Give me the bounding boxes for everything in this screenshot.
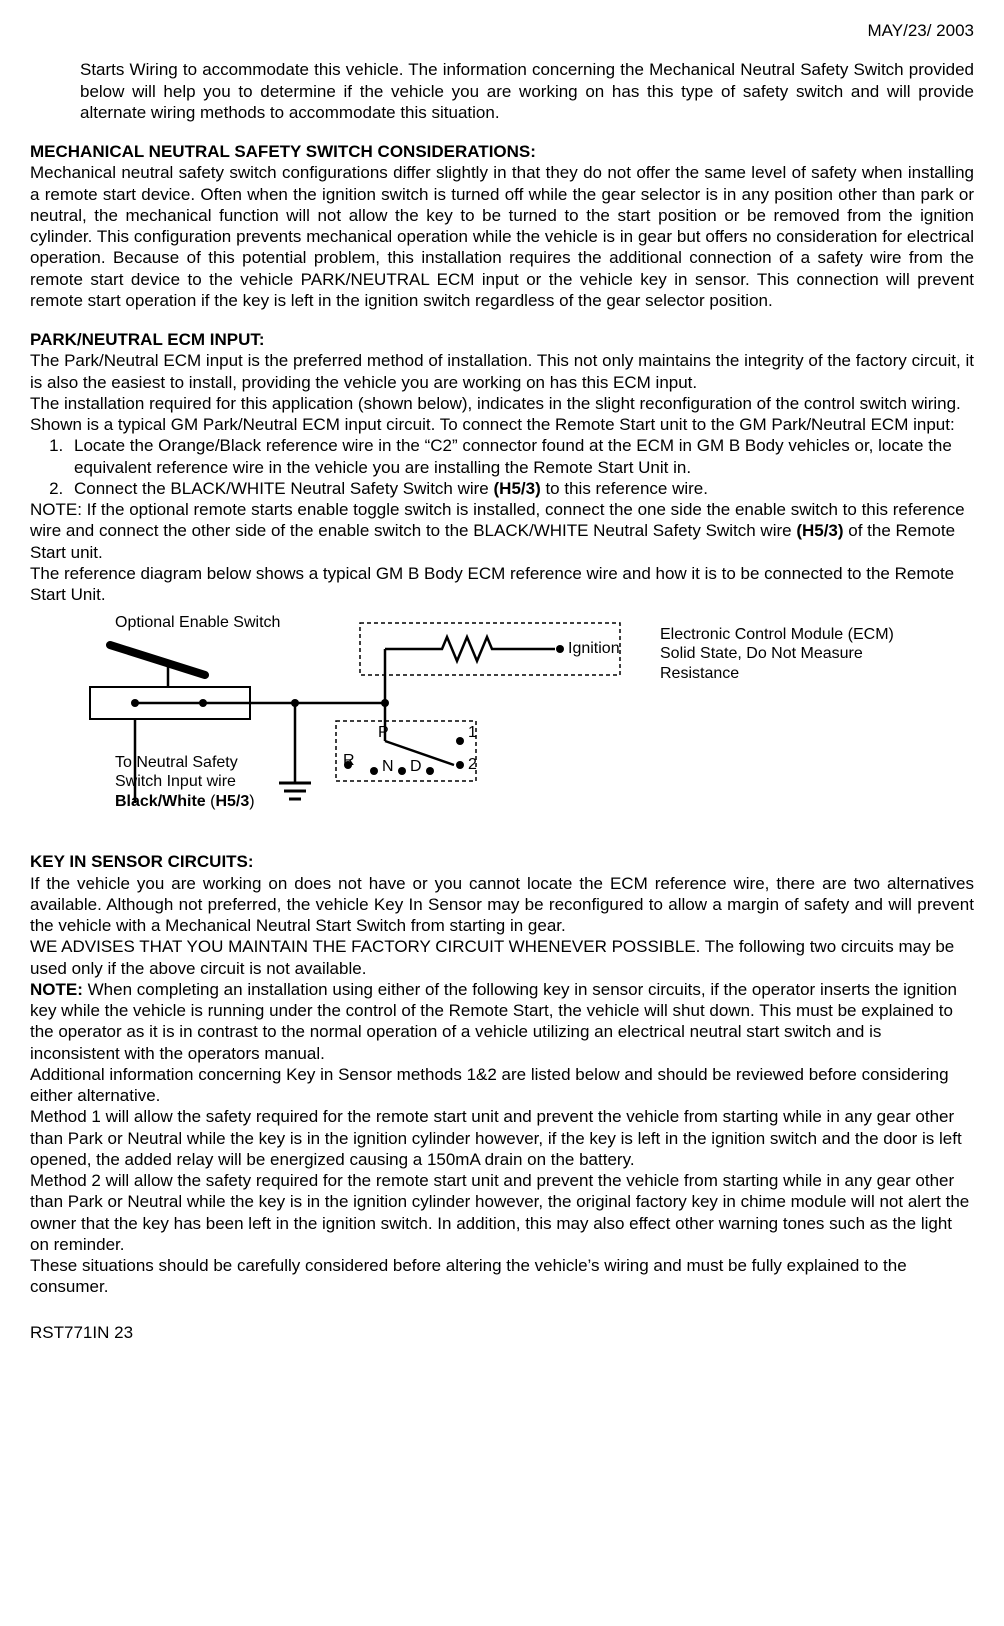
neutral-l3-close: ): [249, 793, 254, 810]
footer-left: RST771IN: [30, 1323, 109, 1342]
note3-body: When completing an installation using ei…: [30, 980, 957, 1063]
footer-page-number: 23: [114, 1323, 133, 1342]
neutral-l1: To Neutral Safety: [115, 754, 238, 771]
neutral-l2: Switch Input wire: [115, 773, 236, 790]
section1-body: Mechanical neutral safety switch configu…: [30, 162, 974, 311]
header-date: MAY/23/ 2003: [30, 20, 974, 41]
section2-note: NOTE: If the optional remote starts enab…: [30, 499, 974, 563]
ecm-l2: Solid State, Do Not Measure: [660, 645, 863, 662]
gear-p: P: [378, 723, 389, 742]
label-optional-switch: Optional Enable Switch: [115, 613, 280, 632]
gear-1: 1: [468, 723, 477, 742]
step2-pre: Connect the BLACK/WHITE Neutral Safety S…: [74, 479, 494, 498]
gear-r: R: [343, 751, 355, 770]
section3-p1: If the vehicle you are working on does n…: [30, 873, 974, 937]
step-2: Connect the BLACK/WHITE Neutral Safety S…: [68, 478, 974, 499]
neutral-l3-bold: H5/3: [215, 793, 249, 810]
ecm-l1: Electronic Control Module (ECM): [660, 626, 894, 643]
footer: RST771IN 23: [30, 1322, 974, 1343]
section3-heading: KEY IN SENSOR CIRCUITS:: [30, 851, 974, 872]
steps-list: Locate the Orange/Black reference wire i…: [30, 435, 974, 499]
step-1: Locate the Orange/Black reference wire i…: [68, 435, 974, 478]
ecm-l3: Resistance: [660, 665, 739, 682]
neutral-l3-post: (: [206, 793, 216, 810]
neutral-l3-pre: Black/White: [115, 793, 206, 810]
section3-p5: Method 2 will allow the safety required …: [30, 1170, 974, 1255]
label-neutral-safety: To Neutral Safety Switch Input wire Blac…: [115, 753, 305, 811]
label-ignition: Ignition: [568, 639, 620, 658]
section3-note: NOTE: When completing an installation us…: [30, 979, 974, 1064]
section3-p3: Additional information concerning Key in…: [30, 1064, 974, 1107]
gear-n: N: [382, 757, 394, 776]
wiring-diagram: Optional Enable Switch Ignition Electron…: [30, 613, 974, 833]
section2-p2: The installation required for this appli…: [30, 393, 974, 436]
note-bold: (H5/3): [796, 521, 843, 540]
section3-p2: WE ADVISES THAT YOU MAINTAIN THE FACTORY…: [30, 936, 974, 979]
gear-d: D: [410, 757, 422, 776]
note3-bold: NOTE:: [30, 980, 83, 999]
intro-paragraph: Starts Wiring to accommodate this vehicl…: [80, 59, 974, 123]
gear-2: 2: [468, 755, 477, 774]
step2-bold: (H5/3): [494, 479, 541, 498]
section2-heading: PARK/NEUTRAL ECM INPUT:: [30, 329, 974, 350]
section2-p1: The Park/Neutral ECM input is the prefer…: [30, 350, 974, 393]
section2-p3: The reference diagram below shows a typi…: [30, 563, 974, 606]
step2-post: to this reference wire.: [541, 479, 708, 498]
section3-p4: Method 1 will allow the safety required …: [30, 1106, 974, 1170]
label-ecm: Electronic Control Module (ECM) Solid St…: [660, 625, 930, 683]
section1-heading: MECHANICAL NEUTRAL SAFETY SWITCH CONSIDE…: [30, 141, 974, 162]
section3-p6: These situations should be carefully con…: [30, 1255, 974, 1298]
